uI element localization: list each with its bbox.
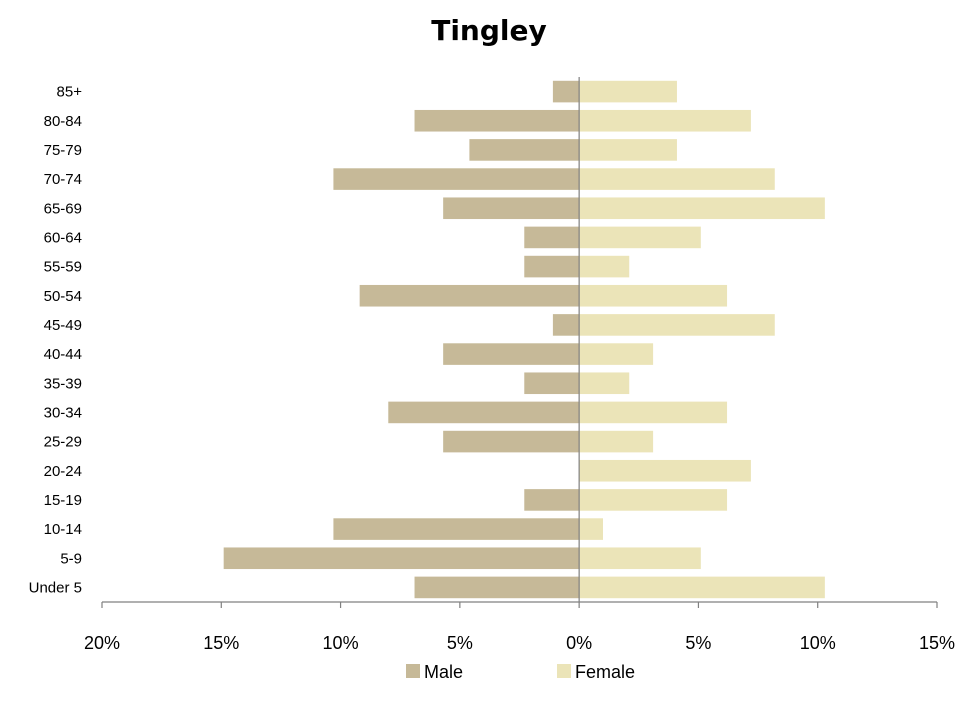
- x-tick-label: 10%: [800, 633, 836, 653]
- bar-female-75-79: [579, 139, 677, 161]
- bar-female-under-5: [579, 576, 825, 599]
- category-label-35-39: 35-39: [44, 375, 82, 392]
- x-tick-label: 15%: [203, 633, 239, 653]
- x-tick-label: 5%: [685, 633, 711, 653]
- bar-male-50-54: [359, 284, 580, 307]
- bar-female-10-14: [579, 518, 603, 540]
- bar-male-65-69: [443, 197, 580, 220]
- bar-female-65-69: [579, 197, 825, 220]
- bar-female-5-9: [579, 547, 701, 570]
- category-label-40-44: 40-44: [44, 346, 82, 363]
- category-label-50-54: 50-54: [44, 288, 82, 305]
- bar-male-40-44: [443, 343, 580, 365]
- bar-male-15-19: [524, 489, 580, 511]
- category-label-under-5: Under 5: [29, 579, 82, 596]
- bar-female-85: [579, 80, 677, 103]
- category-label-85: 85+: [57, 84, 83, 101]
- category-label-65-69: 65-69: [44, 200, 82, 217]
- category-label-45-49: 45-49: [44, 317, 82, 334]
- bar-male-85: [552, 80, 580, 103]
- bar-male-55-59: [524, 255, 580, 278]
- bar-male-80-84: [414, 109, 580, 132]
- category-label-30-34: 30-34: [44, 404, 82, 421]
- bar-female-20-24: [579, 459, 751, 482]
- bar-female-45-49: [579, 314, 775, 336]
- bars: [223, 80, 825, 599]
- category-label-70-74: 70-74: [44, 171, 82, 188]
- bar-male-5-9: [223, 547, 580, 570]
- bar-male-45-49: [552, 314, 580, 336]
- bar-male-25-29: [443, 430, 580, 453]
- bar-male-60-64: [524, 226, 580, 249]
- category-labels: 85+ 80-84 75-79 70-74 65-69 60-64 55-59 50-54 45…: [29, 84, 83, 597]
- category-label-25-29: 25-29: [44, 434, 82, 451]
- category-label-75-79: 75-79: [44, 142, 82, 159]
- x-tick-label: 15%: [919, 633, 955, 653]
- bar-female-35-39: [579, 372, 630, 395]
- category-label-15-19: 15-19: [44, 492, 82, 509]
- bar-female-50-54: [579, 284, 728, 307]
- bar-male-10-14: [333, 518, 580, 540]
- x-tick-label: 5%: [447, 633, 473, 653]
- bar-female-25-29: [579, 430, 654, 453]
- x-tick-label: 0%: [566, 633, 592, 653]
- legend-label-female: Female: [575, 662, 635, 682]
- bar-female-55-59: [579, 255, 630, 278]
- bar-male-70-74: [333, 168, 580, 190]
- bar-male-35-39: [524, 372, 580, 395]
- legend: Male Female: [406, 662, 635, 682]
- bar-female-40-44: [579, 343, 654, 365]
- category-label-5-9: 5-9: [60, 550, 82, 567]
- category-label-55-59: 55-59: [44, 259, 82, 276]
- category-label-20-24: 20-24: [44, 463, 82, 480]
- bar-male-75-79: [469, 139, 580, 161]
- category-label-60-64: 60-64: [44, 229, 82, 246]
- bar-female-80-84: [579, 109, 751, 132]
- chart-title: Tingley: [431, 14, 547, 47]
- axes: 20% 15% 10% 5% 0% 5% 10% 15%: [84, 77, 955, 653]
- bar-female-15-19: [579, 489, 728, 511]
- bar-female-60-64: [579, 226, 701, 249]
- bar-female-70-74: [579, 168, 775, 190]
- bar-male-under-5: [414, 576, 580, 599]
- legend-label-male: Male: [424, 662, 463, 682]
- x-tick-label: 20%: [84, 633, 120, 653]
- category-label-80-84: 80-84: [44, 113, 82, 130]
- bar-female-30-34: [579, 401, 728, 424]
- legend-swatch-female: [557, 664, 571, 678]
- x-tick-label: 10%: [323, 633, 359, 653]
- legend-swatch-male: [406, 664, 420, 678]
- category-label-10-14: 10-14: [44, 521, 82, 538]
- bar-male-30-34: [388, 401, 580, 424]
